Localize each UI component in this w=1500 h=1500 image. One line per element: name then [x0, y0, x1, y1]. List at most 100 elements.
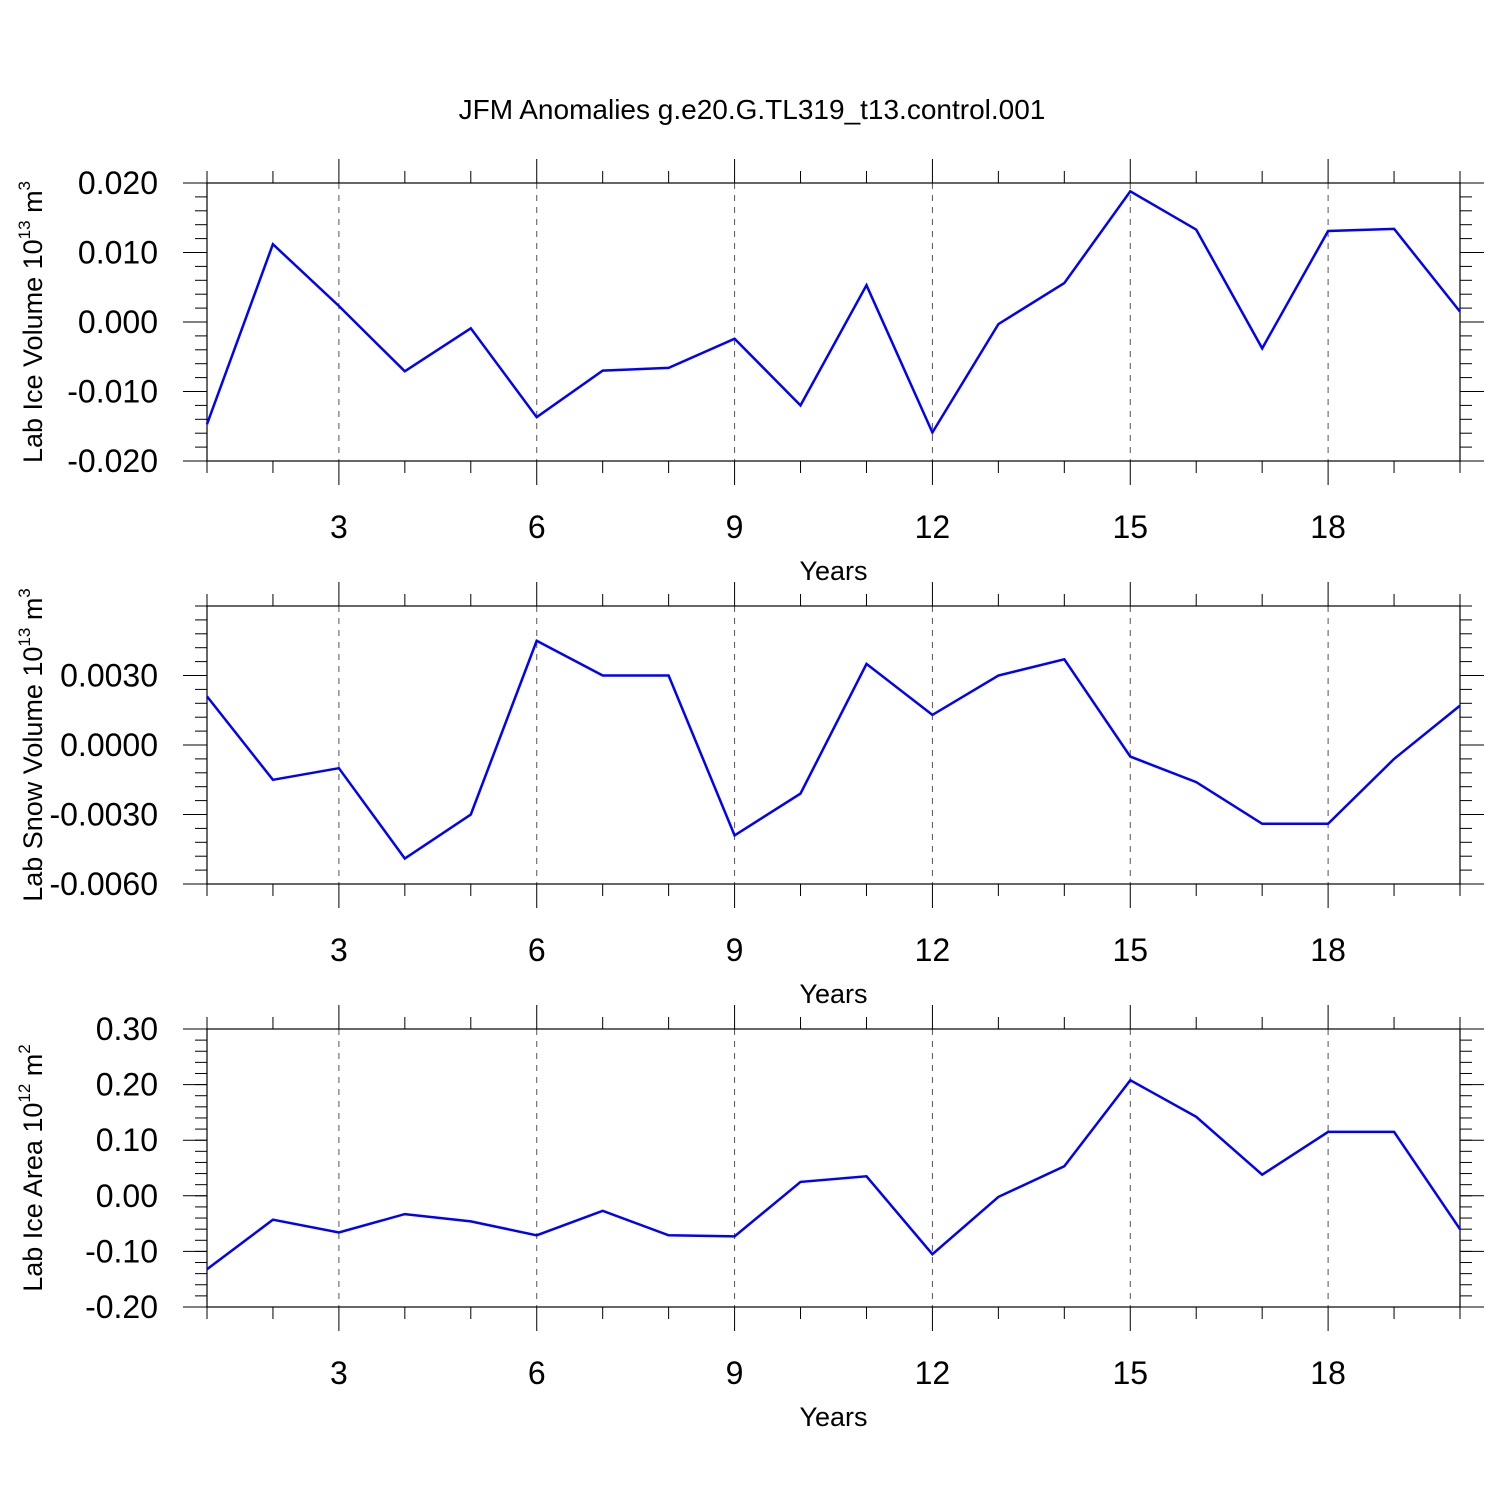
data-point	[601, 674, 605, 678]
panel-1: -0.020 -0.010 0.000 0.010 0.020 3 6 9 12 15 18 Year…	[15, 159, 1484, 586]
plot-frame	[206, 1028, 1461, 1308]
x-tick-label: 12	[915, 509, 951, 545]
data-point	[271, 242, 275, 246]
x-tick-label: 18	[1310, 1355, 1346, 1391]
data-point	[535, 1233, 539, 1237]
data-point	[1062, 281, 1066, 285]
x-axis-label: Years	[799, 979, 867, 1009]
data-point	[1392, 757, 1396, 761]
data-point	[733, 833, 737, 837]
data-point	[337, 304, 341, 308]
data-point	[864, 1174, 868, 1178]
data-point	[667, 1233, 671, 1237]
x-tick-label: 3	[330, 932, 348, 968]
data-point	[403, 369, 407, 373]
plot-frame	[206, 605, 1461, 885]
data-point	[1326, 229, 1330, 233]
y-tick-label: 0.0000	[60, 727, 158, 763]
data-point	[1260, 346, 1264, 350]
y-tick-label: 0.20	[96, 1067, 158, 1103]
x-tick-label: 3	[330, 509, 348, 545]
series-line	[206, 639, 1461, 861]
y-tick-label: -0.0060	[49, 866, 158, 902]
data-point	[799, 1180, 803, 1184]
x-tick-label: 15	[1112, 932, 1148, 968]
data-point	[1062, 1164, 1066, 1168]
data-point	[271, 1218, 275, 1222]
data-point	[601, 369, 605, 373]
y-tick-label: 0.10	[96, 1122, 158, 1158]
data-point	[1392, 1130, 1396, 1134]
data-point	[1260, 822, 1264, 826]
chart-title: JFM Anomalies g.e20.G.TL319_t13.control.…	[459, 94, 1046, 125]
data-point	[469, 1219, 473, 1223]
y-axis-label: Lab Ice Area 1012 m2	[15, 1044, 48, 1292]
data-point	[667, 366, 671, 370]
data-point	[733, 1234, 737, 1238]
x-tick-label: 9	[726, 509, 744, 545]
data-point	[1260, 1173, 1264, 1177]
y-tick-label: -0.10	[85, 1233, 158, 1269]
series-line	[205, 189, 1461, 436]
x-tick-label: 3	[330, 1355, 348, 1391]
data-point	[1194, 228, 1198, 232]
y-tick-label: 0.00	[96, 1178, 158, 1214]
y-tick-label: 0.010	[78, 235, 158, 271]
data-point	[1392, 227, 1396, 231]
series-line	[206, 1078, 1462, 1271]
data-point	[864, 283, 868, 287]
data-point	[996, 1195, 1000, 1199]
x-tick-label: 6	[528, 509, 546, 545]
data-point	[1128, 1078, 1132, 1082]
y-tick-label: -0.0030	[49, 797, 158, 833]
data-point	[996, 674, 1000, 678]
data-point	[1326, 822, 1330, 826]
data-point	[1194, 1115, 1198, 1119]
x-tick-label: 12	[915, 932, 951, 968]
data-point	[667, 674, 671, 678]
data-point	[271, 778, 275, 782]
x-tick-label: 15	[1112, 1355, 1148, 1391]
data-point	[205, 1267, 209, 1271]
y-tick-label: -0.20	[85, 1289, 158, 1325]
data-point	[205, 694, 209, 698]
data-point	[733, 337, 737, 341]
data-point	[469, 813, 473, 817]
data-point	[930, 713, 934, 717]
y-tick-label: -0.010	[67, 374, 158, 410]
data-point	[930, 431, 934, 435]
data-point	[1194, 780, 1198, 784]
panel-3: -0.20 -0.10 0.00 0.10 0.20 0.30 3 6 9 12 15 18 Years…	[15, 1005, 1484, 1432]
data-point	[930, 1252, 934, 1256]
data-point	[337, 766, 341, 770]
data-point	[1062, 657, 1066, 661]
x-tick-label: 18	[1310, 509, 1346, 545]
plot-frame	[206, 182, 1461, 462]
y-tick-label: 0.30	[96, 1011, 158, 1047]
data-point	[864, 662, 868, 666]
data-point	[799, 792, 803, 796]
data-point	[469, 326, 473, 330]
x-axis-label: Years	[799, 556, 867, 586]
data-point	[1458, 1227, 1462, 1231]
x-tick-label: 18	[1310, 932, 1346, 968]
x-tick-label: 6	[528, 932, 546, 968]
y-tick-label: 0.000	[78, 304, 158, 340]
data-point	[205, 422, 209, 426]
data-point	[1326, 1130, 1330, 1134]
x-tick-label: 6	[528, 1355, 546, 1391]
panel-2: -0.0060 -0.0030 0.0000 0.0030 3 6 9 12 15 18 Years…	[15, 582, 1484, 1009]
data-point	[403, 857, 407, 861]
x-tick-label: 9	[726, 1355, 744, 1391]
data-point	[799, 403, 803, 407]
x-tick-label: 15	[1112, 509, 1148, 545]
data-point	[535, 639, 539, 643]
data-point	[403, 1212, 407, 1216]
data-point	[1128, 755, 1132, 759]
data-point	[996, 322, 1000, 326]
data-point	[337, 1230, 341, 1234]
panels: -0.020 -0.010 0.000 0.010 0.020 3 6 9 12 15 18 Year…	[15, 159, 1484, 1432]
data-point	[601, 1209, 605, 1213]
data-point	[1128, 189, 1132, 193]
